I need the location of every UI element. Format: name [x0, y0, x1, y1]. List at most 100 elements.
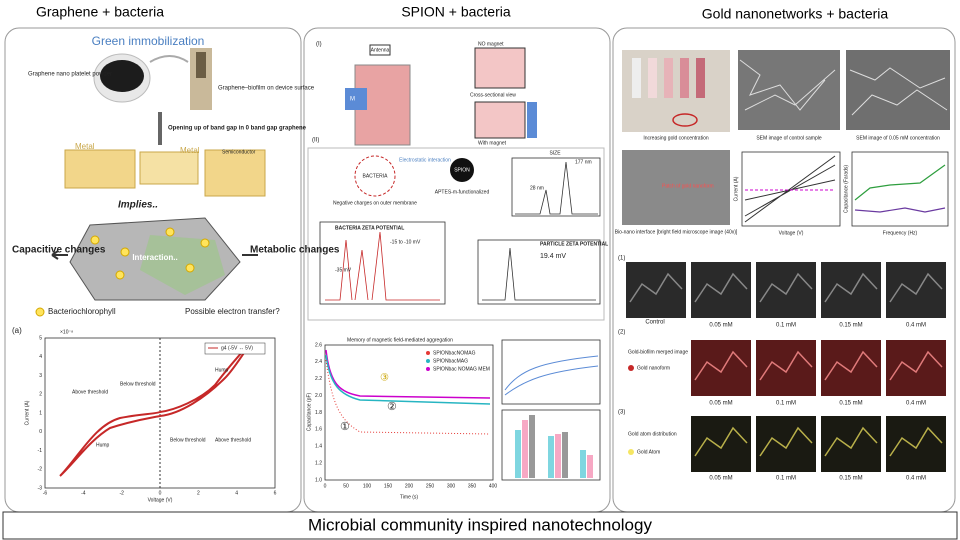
texture	[759, 272, 813, 303]
plot-frame	[477, 239, 601, 305]
micrograph	[691, 340, 751, 396]
antenna	[369, 44, 391, 56]
y-tick-label: 1.4	[315, 444, 322, 450]
label: SIZE	[549, 150, 561, 156]
footer-title: Microbial community inspired nanotechnol…	[308, 515, 652, 534]
inset	[474, 101, 526, 139]
x-tick-label: 300	[447, 483, 456, 489]
y-tick-label: 1.0	[315, 477, 322, 483]
annotation: Hump	[215, 367, 229, 373]
texture	[694, 426, 748, 457]
curve	[59, 344, 251, 477]
micrograph	[756, 340, 816, 396]
label: BACTERIA ZETA POTENTIAL	[335, 225, 404, 231]
plot-frame	[319, 221, 446, 305]
inset	[474, 47, 526, 89]
label: Gold-biofilm merged image	[628, 349, 688, 355]
curve	[744, 155, 836, 223]
texture	[694, 350, 748, 381]
texture	[759, 350, 813, 381]
micrograph	[886, 262, 946, 318]
texture	[629, 272, 683, 303]
network	[140, 235, 225, 295]
curve	[482, 247, 596, 301]
texture	[849, 67, 948, 116]
x-tick-label: 0	[159, 490, 162, 496]
plot-frame	[511, 157, 601, 217]
label: (1)	[618, 256, 625, 262]
spion-particle	[450, 158, 474, 182]
label: NO magnet	[478, 41, 504, 47]
y-tick-label: 4	[39, 354, 42, 360]
label: Antenna	[371, 47, 390, 53]
caption: SEM image of control sample	[756, 135, 822, 141]
label: M	[350, 97, 355, 103]
texture	[889, 272, 943, 303]
device	[196, 52, 206, 78]
inset-bars	[515, 415, 593, 478]
y-tick-label: 2	[39, 392, 42, 398]
y-tick-label: 2.4	[315, 359, 322, 365]
inset-plot	[501, 409, 601, 481]
label: Electrostatic interaction	[399, 157, 451, 163]
column-title: Graphene + bacteria	[36, 4, 164, 20]
caption: 0.4 mM	[906, 476, 926, 482]
label: (II)	[312, 138, 319, 144]
bacteria	[354, 155, 396, 197]
x-tick-label: 350	[468, 483, 477, 489]
micrograph	[691, 262, 751, 318]
y-tick-label: 5	[39, 335, 42, 341]
label: Negative charges on outer membrane	[333, 200, 417, 206]
plot-frame	[741, 151, 841, 227]
label: Interaction..	[132, 253, 177, 262]
curve	[515, 161, 598, 215]
annotation: ③	[380, 373, 389, 384]
annotation: Above threshold	[72, 389, 108, 395]
label: APTES-m-functionalized	[435, 189, 490, 195]
legend: SPIONbac NOMAG MEM	[433, 366, 490, 372]
x-tick-label: 400	[489, 483, 498, 489]
y-tick-label: 1	[39, 410, 42, 416]
label: SPION	[454, 167, 470, 173]
heading: Green immobilization	[92, 34, 205, 48]
icon	[628, 365, 634, 371]
icon	[35, 307, 45, 317]
legend: SPIONbacNOMAG	[433, 350, 476, 356]
legend: Possible electron transfer?	[185, 307, 280, 316]
axis-label: Current (A)	[733, 176, 739, 201]
caption: 0.4 mM	[906, 323, 926, 329]
band-diagram	[139, 151, 199, 185]
annotation: 177 nm	[575, 159, 592, 165]
vials	[632, 58, 705, 98]
caption: Control	[645, 320, 664, 326]
magnet	[527, 102, 537, 138]
micrograph	[821, 416, 881, 472]
texture	[889, 426, 943, 457]
arrow	[51, 250, 68, 260]
label: (a)	[12, 326, 22, 335]
label: (2)	[618, 330, 625, 336]
label: Semiconductor	[222, 149, 256, 155]
label: (I)	[316, 42, 322, 48]
column-title: SPION + bacteria	[401, 4, 511, 20]
caption: 0.1 mM	[776, 476, 796, 482]
caption: 0.05 mM	[709, 476, 732, 482]
x-tick-label: 50	[343, 483, 349, 489]
x-tick-label: 100	[363, 483, 372, 489]
caption: Increasing gold concentration	[643, 135, 709, 141]
powder	[100, 60, 144, 92]
annotation: 19.4 mV	[540, 253, 566, 260]
band-diagram	[204, 149, 266, 197]
curve	[325, 231, 440, 301]
x-tick-label: 200	[405, 483, 414, 489]
annotation: ①	[340, 421, 350, 433]
curve	[504, 355, 599, 396]
y-tick-label: 1.6	[315, 427, 322, 433]
footer-box	[2, 511, 958, 540]
curve	[325, 354, 491, 405]
label: PARTICLE ZETA POTENTIAL	[540, 241, 608, 247]
label: Gold atom distribution	[628, 431, 677, 437]
x-tick-label: 150	[384, 483, 393, 489]
device	[190, 48, 212, 110]
axis-label: Capacitance (pF)	[306, 392, 312, 431]
